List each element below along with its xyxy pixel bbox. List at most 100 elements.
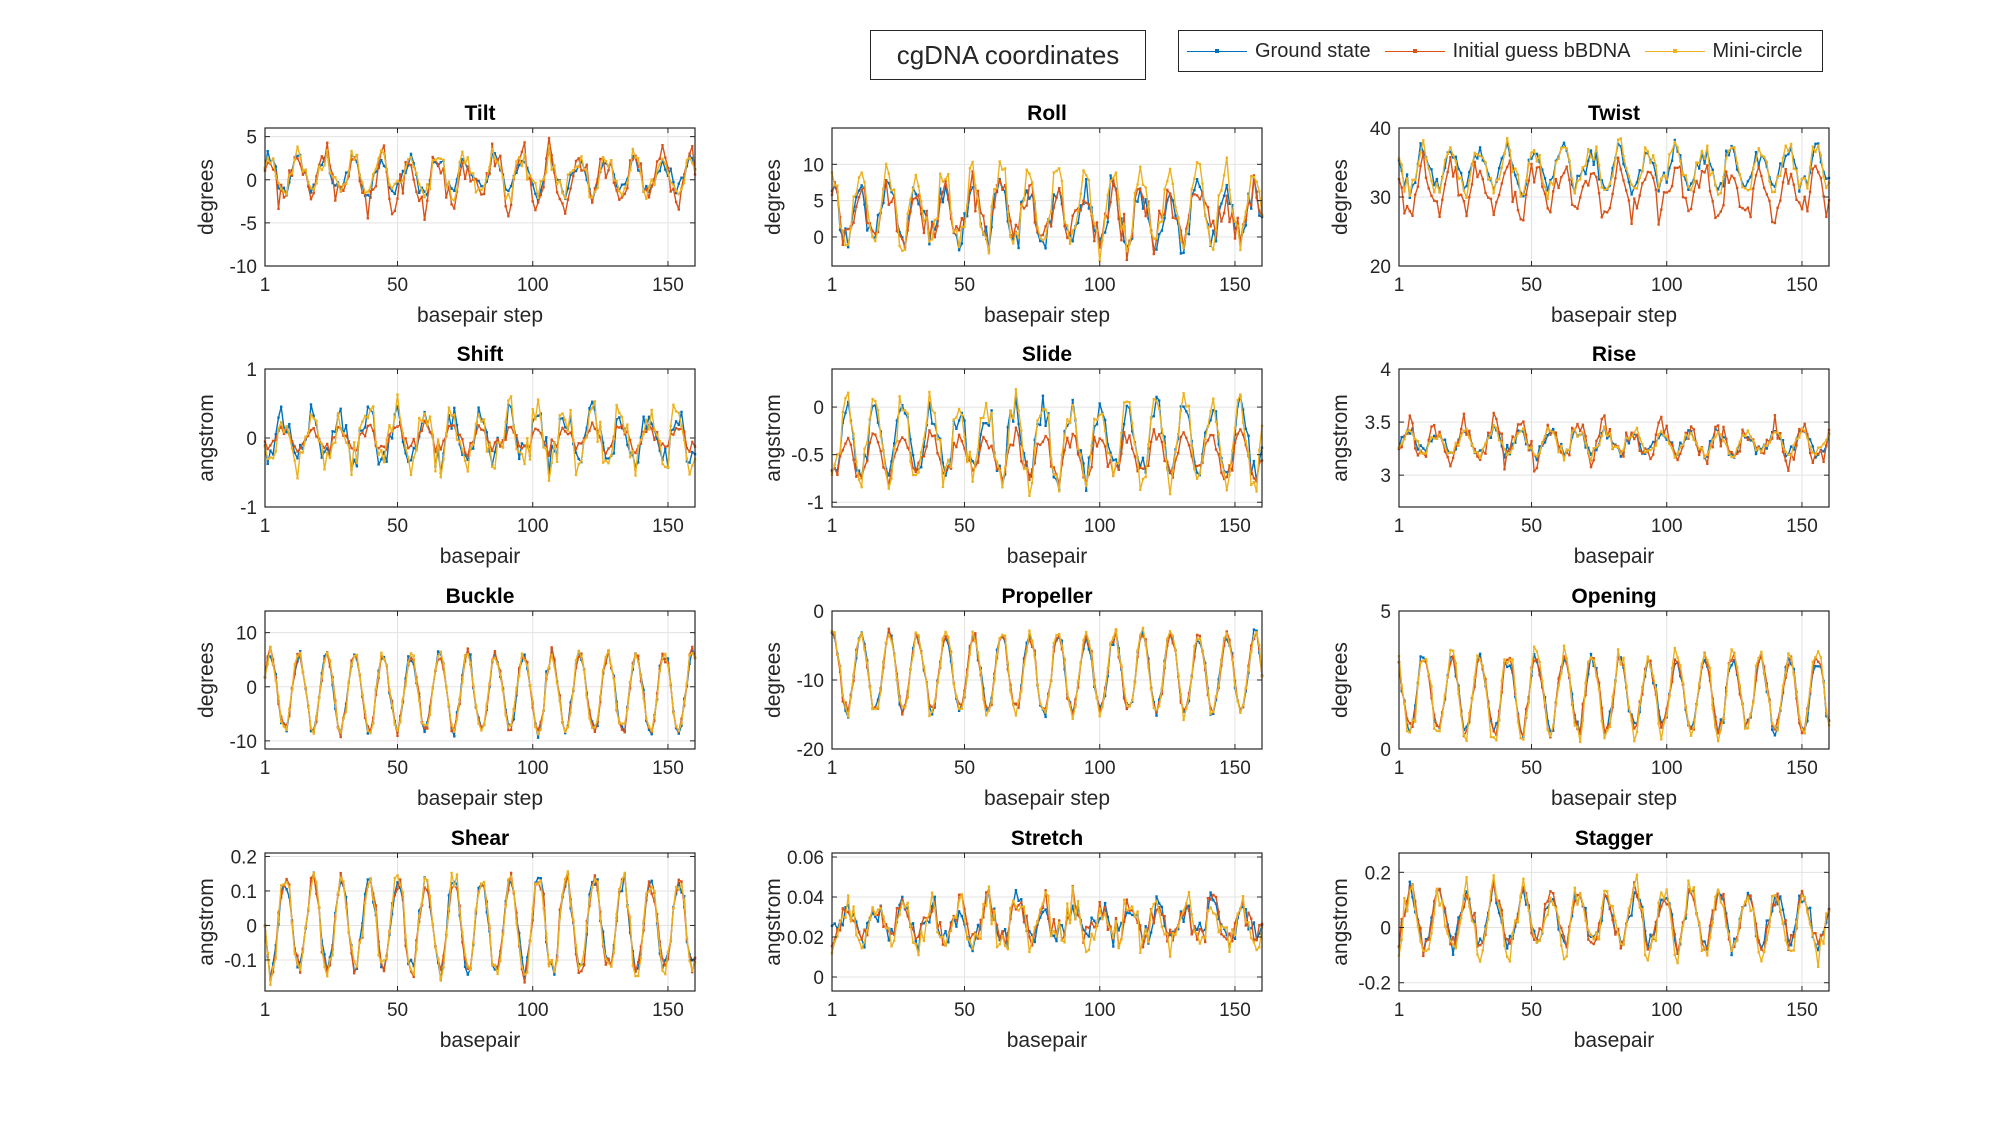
data-point bbox=[1771, 433, 1774, 437]
data-point bbox=[1206, 205, 1210, 209]
data-point bbox=[458, 173, 461, 176]
data-point bbox=[1527, 179, 1530, 182]
data-point bbox=[1125, 707, 1128, 711]
data-point bbox=[499, 673, 502, 676]
data-point bbox=[1654, 444, 1658, 447]
data-point bbox=[577, 157, 580, 160]
data-point bbox=[1792, 458, 1795, 461]
data-point bbox=[1478, 146, 1482, 149]
data-point bbox=[1725, 149, 1728, 152]
data-point bbox=[1738, 205, 1741, 208]
data-point bbox=[588, 411, 591, 414]
axes-frame-opening bbox=[1398, 610, 1830, 750]
data-point bbox=[1071, 717, 1074, 720]
data-point bbox=[569, 171, 572, 174]
data-point bbox=[618, 198, 621, 201]
data-point bbox=[1093, 435, 1096, 439]
data-point bbox=[1155, 237, 1158, 240]
data-point bbox=[1727, 663, 1731, 666]
data-point bbox=[944, 474, 947, 477]
data-point bbox=[1565, 147, 1568, 150]
data-point bbox=[477, 187, 480, 190]
data-point bbox=[1252, 459, 1256, 463]
data-point bbox=[952, 441, 955, 445]
data-point bbox=[1090, 466, 1093, 469]
data-point bbox=[309, 403, 313, 406]
data-point bbox=[655, 437, 659, 440]
data-point bbox=[1773, 725, 1777, 729]
data-point bbox=[836, 473, 839, 476]
data-point bbox=[445, 685, 448, 689]
data-point bbox=[957, 245, 961, 249]
data-point bbox=[1103, 694, 1107, 698]
data-point bbox=[277, 427, 280, 430]
data-point bbox=[1419, 661, 1422, 664]
data-point bbox=[282, 186, 286, 189]
data-point bbox=[601, 162, 605, 165]
data-point bbox=[1098, 709, 1101, 713]
data-point bbox=[639, 674, 643, 678]
data-point bbox=[1454, 166, 1457, 169]
data-point bbox=[420, 420, 424, 424]
data-point bbox=[645, 187, 648, 191]
data-point bbox=[1068, 242, 1072, 245]
data-point bbox=[1484, 452, 1487, 455]
data-point bbox=[1109, 179, 1112, 183]
data-point bbox=[1252, 628, 1256, 631]
data-point bbox=[518, 674, 521, 678]
data-point bbox=[664, 652, 667, 656]
data-point bbox=[553, 164, 556, 167]
data-point bbox=[1258, 214, 1261, 217]
data-point bbox=[1400, 186, 1403, 189]
data-point bbox=[1433, 434, 1436, 438]
data-point bbox=[412, 178, 415, 181]
data-point bbox=[328, 665, 332, 668]
data-point bbox=[412, 446, 415, 450]
data-point bbox=[1163, 212, 1166, 215]
data-point bbox=[1182, 392, 1185, 395]
data-point bbox=[1171, 469, 1174, 472]
data-point bbox=[1597, 681, 1601, 684]
data-point bbox=[1552, 729, 1555, 732]
data-point bbox=[1543, 192, 1547, 196]
data-point bbox=[523, 656, 526, 660]
data-point bbox=[1562, 141, 1566, 144]
data-point bbox=[580, 160, 583, 163]
data-point bbox=[1171, 216, 1174, 219]
data-point bbox=[623, 187, 626, 190]
data-point bbox=[1722, 425, 1725, 429]
data-point bbox=[561, 192, 564, 195]
data-point bbox=[930, 705, 934, 708]
data-point bbox=[545, 436, 548, 439]
data-point bbox=[1811, 445, 1814, 448]
data-point bbox=[1441, 198, 1444, 201]
data-point bbox=[841, 229, 844, 232]
data-point bbox=[1722, 435, 1725, 439]
data-point bbox=[290, 689, 294, 692]
data-point bbox=[1654, 173, 1658, 176]
data-point bbox=[661, 462, 664, 466]
data-point bbox=[401, 169, 405, 173]
data-point bbox=[1033, 221, 1036, 224]
data-point bbox=[1433, 191, 1436, 194]
data-point bbox=[1687, 185, 1690, 189]
data-point bbox=[1247, 201, 1250, 204]
data-point bbox=[477, 406, 480, 409]
data-point bbox=[280, 187, 283, 191]
data-point bbox=[1625, 169, 1628, 172]
data-point bbox=[1560, 451, 1563, 454]
data-point bbox=[358, 427, 361, 430]
data-point bbox=[520, 442, 524, 445]
data-point bbox=[1006, 220, 1009, 223]
data-point bbox=[1160, 428, 1164, 431]
data-point bbox=[1131, 237, 1134, 240]
data-point bbox=[1446, 452, 1449, 455]
data-point bbox=[388, 433, 391, 436]
y-tick-label: 3.5 bbox=[1365, 413, 1391, 434]
data-point bbox=[647, 725, 651, 728]
data-point bbox=[960, 439, 963, 443]
data-point bbox=[501, 176, 505, 179]
data-point bbox=[1058, 632, 1061, 636]
data-point bbox=[844, 442, 847, 445]
